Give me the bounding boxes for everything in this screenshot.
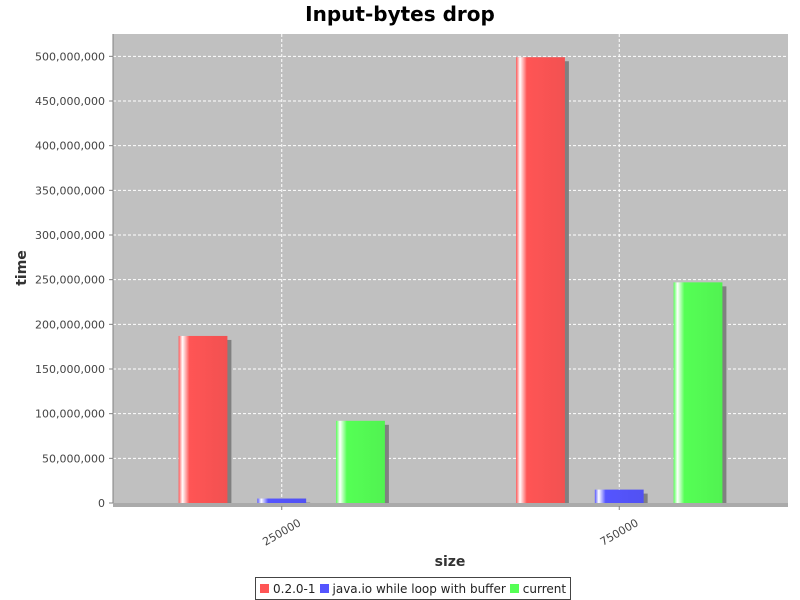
y-axis-label: time bbox=[14, 250, 30, 286]
bar bbox=[673, 282, 723, 503]
x-axis-label: size bbox=[435, 554, 466, 570]
y-tick-label: 450,000,000 bbox=[35, 95, 105, 108]
legend-swatch bbox=[260, 584, 269, 593]
bar bbox=[257, 498, 307, 503]
chart-title: Input-bytes drop bbox=[305, 2, 495, 26]
bar bbox=[594, 489, 644, 503]
bar bbox=[178, 335, 228, 503]
y-tick-label: 400,000,000 bbox=[35, 140, 105, 153]
y-tick-label: 150,000,000 bbox=[35, 363, 105, 376]
y-tick-label: 0 bbox=[98, 497, 105, 510]
x-axis: 250000 750000 bbox=[113, 503, 788, 549]
bar bbox=[516, 57, 565, 504]
legend-label: 0.2.0-1 bbox=[273, 581, 316, 596]
bar bbox=[336, 420, 385, 503]
y-axis: 0 50,000,000 100,000,000 150,000,000 200,000… bbox=[35, 34, 114, 510]
y-tick-label: 300,000,000 bbox=[35, 229, 105, 242]
legend: 0.2.0-1 java.io while loop with buffer cur… bbox=[255, 577, 572, 600]
y-tick-label: 350,000,000 bbox=[35, 184, 105, 197]
legend-item: current bbox=[509, 581, 567, 596]
legend-label: current bbox=[522, 581, 567, 596]
x-tick-label: 750000 bbox=[598, 516, 641, 548]
legend-swatch bbox=[319, 584, 329, 593]
y-tick-label: 200,000,000 bbox=[35, 318, 105, 331]
x-tick-label: 250000 bbox=[260, 516, 303, 548]
legend-swatch bbox=[509, 584, 519, 593]
legend-label: java.io while loop with buffer bbox=[332, 581, 506, 596]
y-tick-label: 100,000,000 bbox=[35, 408, 105, 421]
legend-item: java.io while loop with buffer bbox=[319, 581, 506, 596]
y-tick-label: 500,000,000 bbox=[35, 50, 105, 63]
y-tick-label: 50,000,000 bbox=[42, 452, 105, 465]
legend-item: 0.2.0-1 bbox=[260, 582, 316, 596]
y-tick-label: 250,000,000 bbox=[35, 274, 105, 287]
bars bbox=[178, 57, 727, 504]
bar-chart: 0 50,000,000 100,000,000 150,000,000 200,000… bbox=[14, 34, 788, 570]
